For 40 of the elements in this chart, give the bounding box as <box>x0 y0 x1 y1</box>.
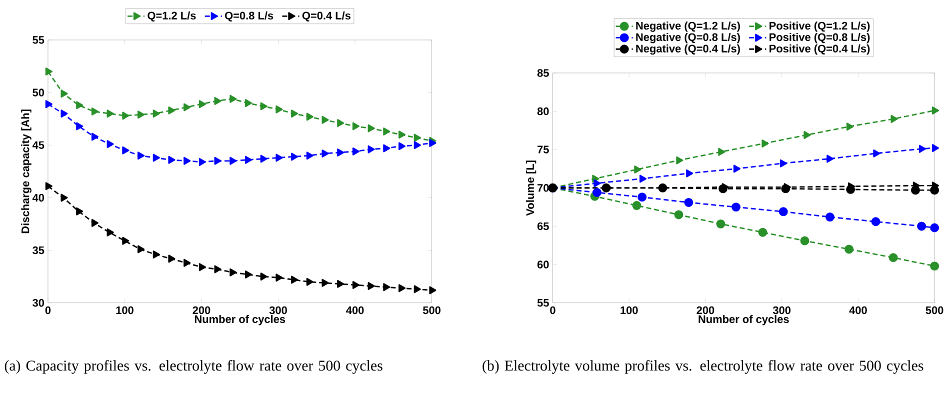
y-tick-label: 80 <box>537 108 549 116</box>
y-tick-label: 60 <box>537 260 549 269</box>
y-tick-label: 45 <box>32 141 44 150</box>
x-tick-label: 300 <box>772 306 791 314</box>
text: (a) Capacity profiles vs. electrolyte flow rate over 500 cycles <box>4 360 382 374</box>
legend-label: Q=0.8 L/s <box>225 12 274 22</box>
y-tick-label: 70 <box>538 184 549 192</box>
x-tick-label: 400 <box>346 306 364 314</box>
legend-label: Q=0.4 L/s <box>302 12 350 22</box>
x-tick-label: 0 <box>45 306 51 314</box>
legend-label: Positive (Q=1.2 L/s) <box>770 22 870 32</box>
y-tick-label: 50 <box>32 88 44 97</box>
legend-label: Negative (Q=1.2 L/s) <box>636 22 740 32</box>
y-tick-label: 40 <box>32 194 44 202</box>
text: (b) Electrolyte volume profiles vs. electrolyte flow rate over 500 cycles <box>482 360 924 374</box>
x-axis-title: Number of cycles <box>194 315 286 326</box>
y-tick-label: 35 <box>32 246 44 254</box>
y-tick-label: 75 <box>538 146 549 154</box>
x-tick-label: 100 <box>620 306 638 314</box>
x-tick-label: 200 <box>192 306 210 314</box>
y-tick-label: 55 <box>32 36 44 44</box>
x-tick-label: 400 <box>849 306 867 314</box>
y-tick-label: 65 <box>537 222 549 230</box>
x-tick-label: 500 <box>926 306 944 314</box>
legend-label: Positive (Q=0.4 L/s) <box>770 44 870 55</box>
x-axis-title: Number of cycles <box>698 315 789 326</box>
legend-label: Negative (Q=0.8 L/s) <box>636 33 740 44</box>
y-axis-title: Discharge capacity [Ah] <box>21 110 32 234</box>
y-tick-label: 55 <box>537 299 549 307</box>
x-tick-label: 0 <box>550 306 556 314</box>
x-tick-label: 500 <box>423 306 440 314</box>
x-tick-label: 200 <box>696 306 714 314</box>
legend-label: Positive (Q=0.8 L/s) <box>770 33 870 44</box>
y-axis-title: Volume [L] <box>526 160 536 216</box>
x-tick-label: 300 <box>269 306 287 314</box>
legend-label: Negative (Q=0.4 L/s) <box>636 44 740 55</box>
x-tick-label: 100 <box>116 306 134 314</box>
y-tick-label: 85 <box>537 69 549 77</box>
legend-label: Q=1.2 L/s <box>148 12 196 22</box>
y-tick-label: 30 <box>32 299 44 307</box>
